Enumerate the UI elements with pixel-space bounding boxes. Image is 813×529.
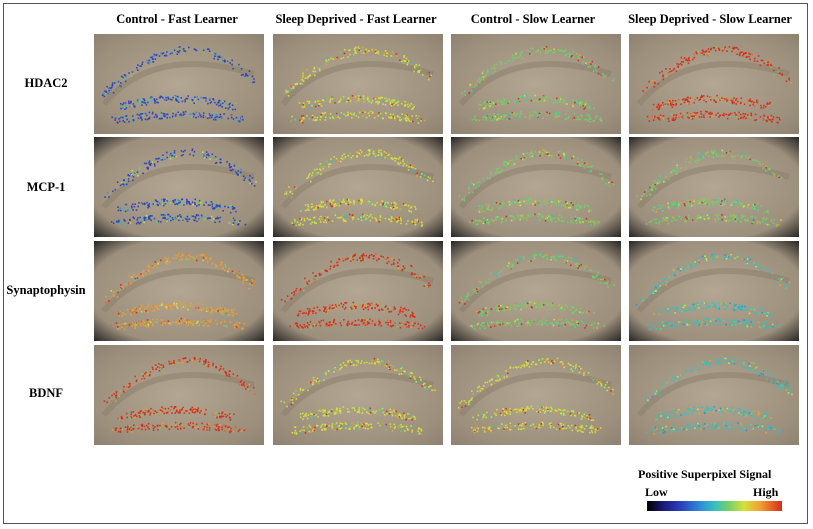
tissue-image xyxy=(94,34,264,134)
row-label-hdac2: HDAC2 xyxy=(24,76,68,90)
tissue-image xyxy=(94,137,264,237)
tissue-image xyxy=(451,34,621,134)
tissue-image-panel xyxy=(94,137,264,237)
legend-low-label: Low xyxy=(645,485,668,499)
tissue-image-panel xyxy=(273,241,443,341)
tissue-image-panel xyxy=(629,137,799,237)
tissue-image xyxy=(273,34,443,134)
tissue-image-panel xyxy=(451,34,621,134)
tissue-image-panel xyxy=(629,34,799,134)
tissue-image-panel xyxy=(273,34,443,134)
tissue-image xyxy=(629,241,799,341)
tissue-image-panel xyxy=(629,241,799,341)
tissue-image-panel xyxy=(629,345,799,445)
tissue-image xyxy=(273,345,443,445)
tissue-image xyxy=(273,137,443,237)
tissue-image xyxy=(451,241,621,341)
tissue-image xyxy=(629,137,799,237)
tissue-image xyxy=(451,137,621,237)
legend-title: Positive Superpixel Signal xyxy=(638,467,772,481)
tissue-image-panel xyxy=(451,345,621,445)
column-header-sleep-deprived-fast: Sleep Deprived - Fast Learner xyxy=(275,12,437,26)
row-label-synaptophysin: Synaptophysin xyxy=(6,283,86,297)
column-header-control-slow: Control - Slow Learner xyxy=(470,12,596,26)
tissue-image-panel xyxy=(273,137,443,237)
legend-color-scale xyxy=(647,501,782,511)
tissue-image xyxy=(629,34,799,134)
tissue-image-panel xyxy=(451,137,621,237)
tissue-image-panel xyxy=(273,345,443,445)
tissue-image xyxy=(451,345,621,445)
row-label-bdnf: BDNF xyxy=(28,386,64,400)
column-header-sleep-deprived-slow: Sleep Deprived - Slow Learner xyxy=(628,12,792,26)
tissue-image xyxy=(629,345,799,445)
tissue-image-panel xyxy=(451,241,621,341)
legend-high-label: High xyxy=(753,485,779,499)
tissue-image xyxy=(273,241,443,341)
column-header-control-fast: Control - Fast Learner xyxy=(116,12,238,26)
tissue-image xyxy=(94,345,264,445)
tissue-image-panel xyxy=(94,34,264,134)
tissue-image-panel xyxy=(94,241,264,341)
tissue-image xyxy=(94,241,264,341)
tissue-image-panel xyxy=(94,345,264,445)
row-label-mcp1: MCP-1 xyxy=(26,180,66,194)
